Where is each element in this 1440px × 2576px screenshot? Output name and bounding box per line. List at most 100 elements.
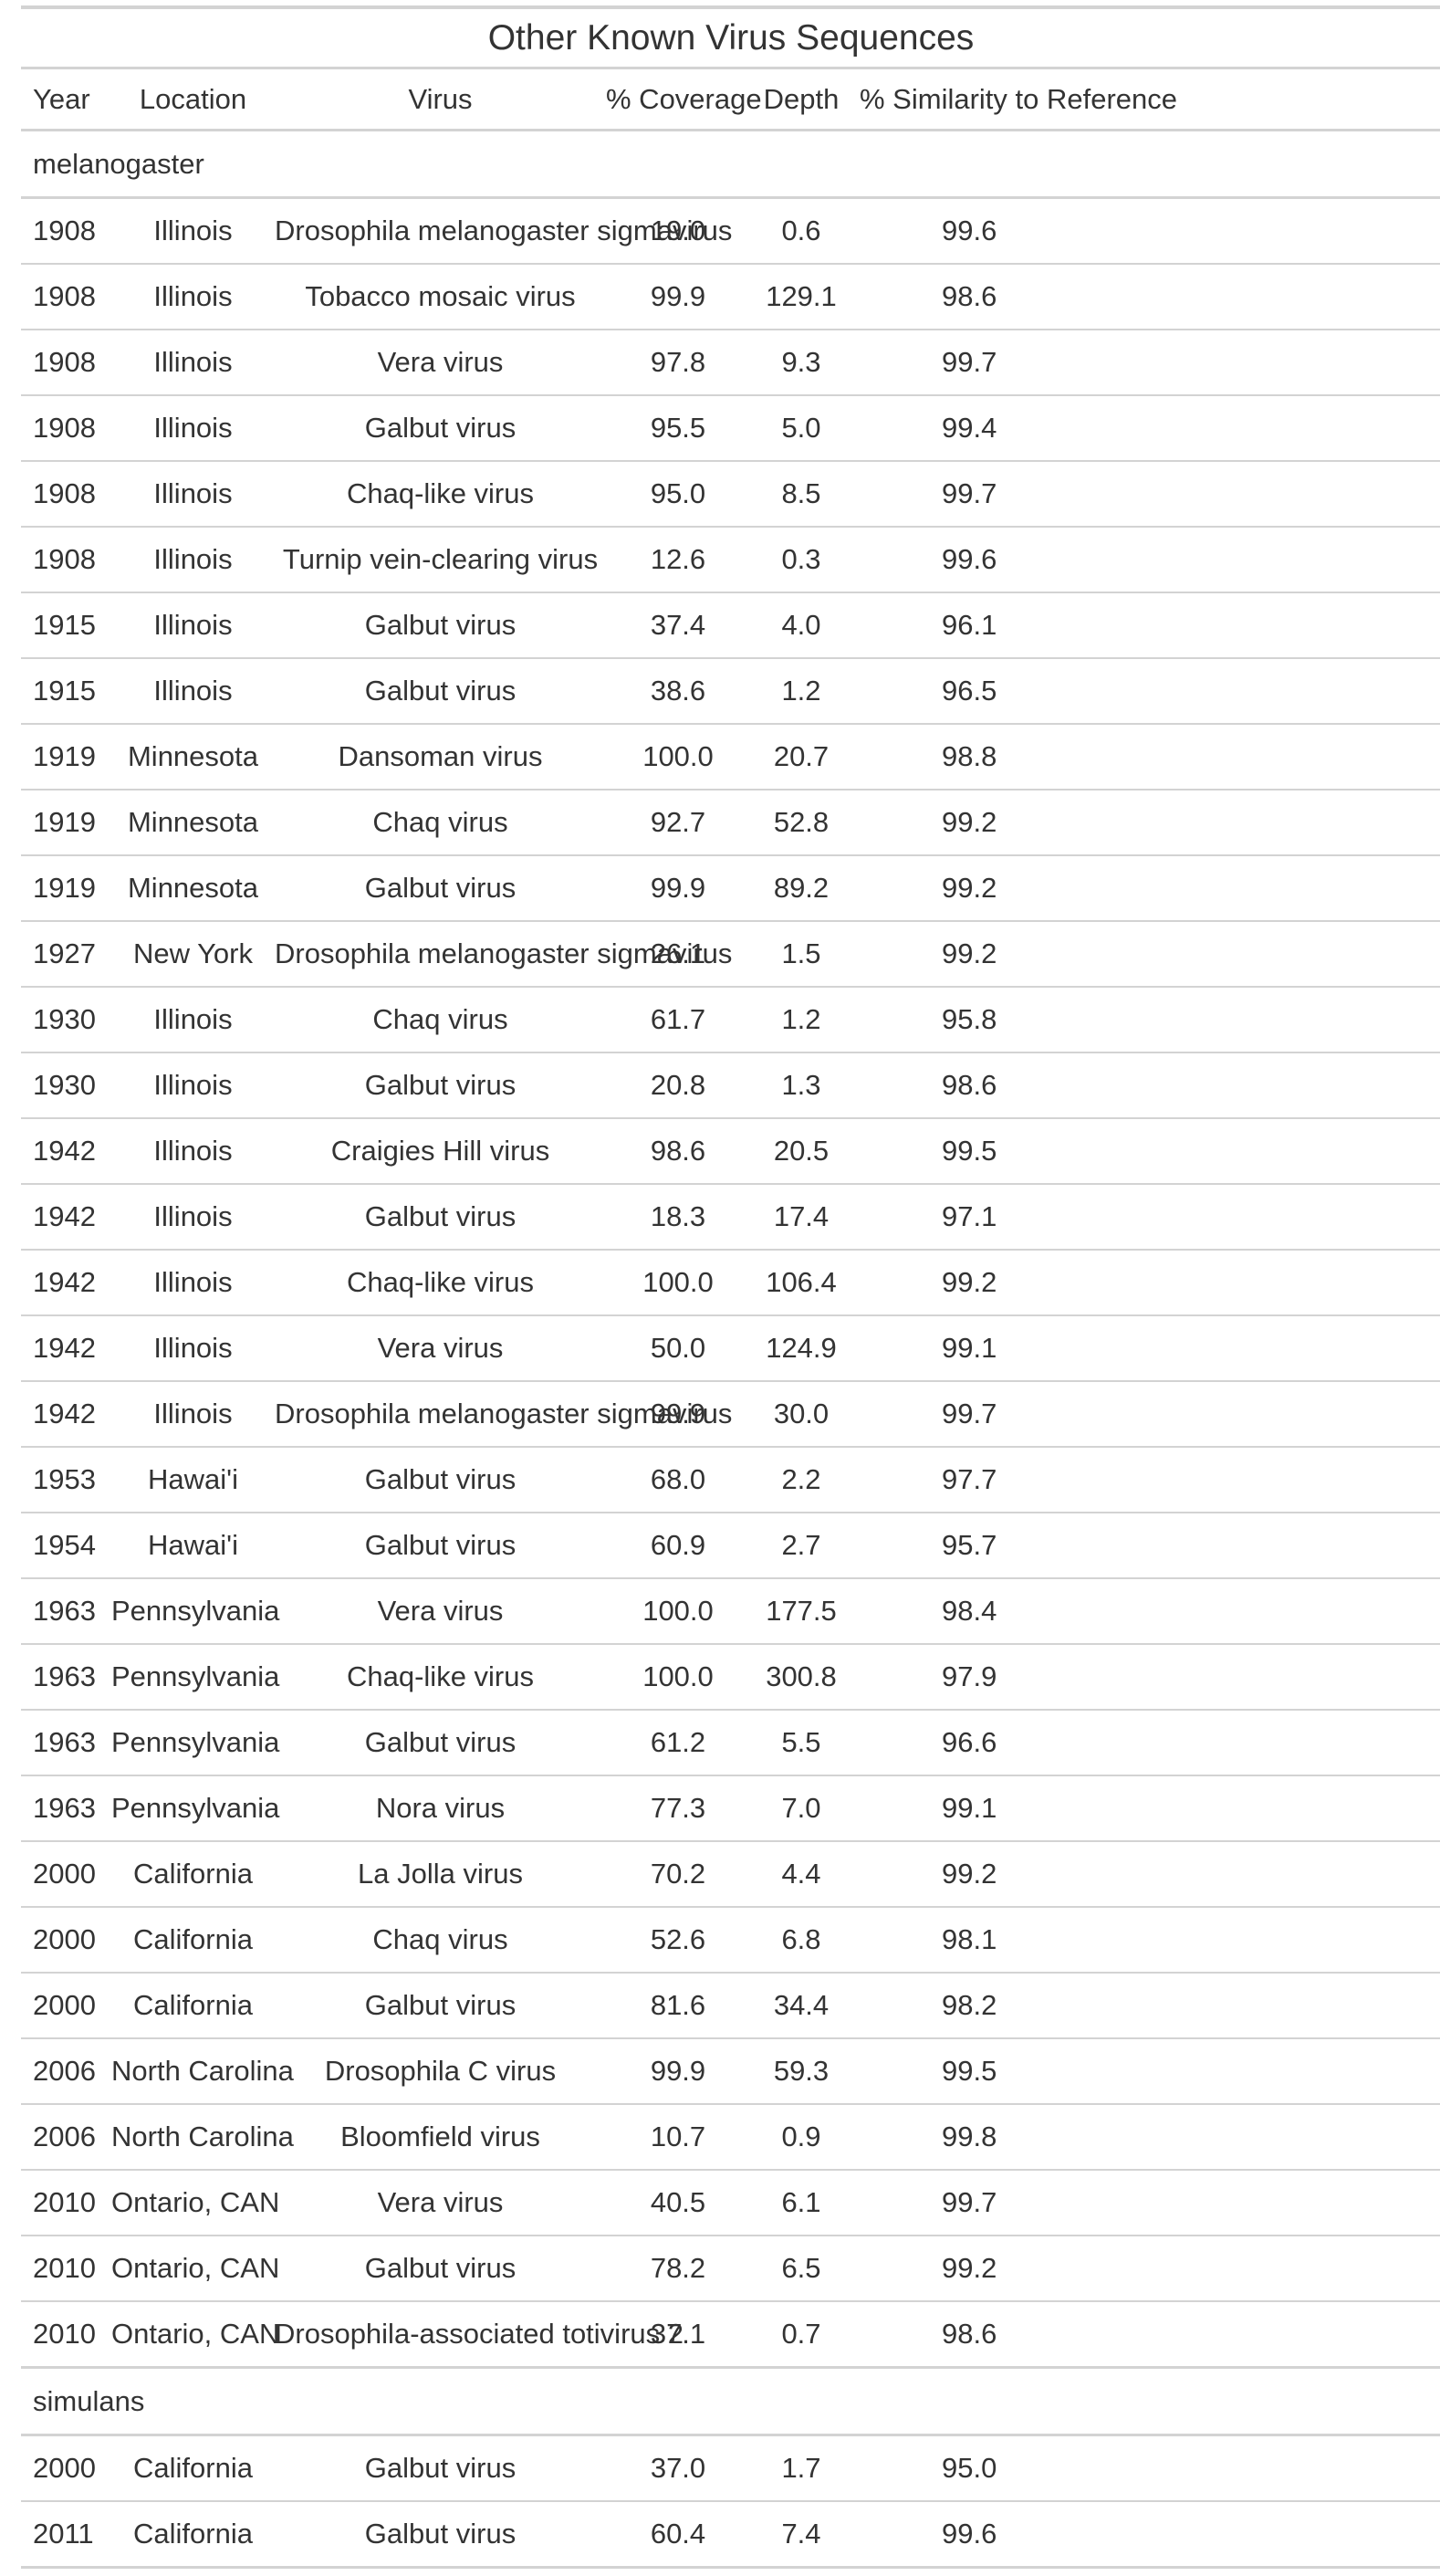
virus-cell: Drosophila-associated totivirus 2 <box>275 2301 683 2369</box>
table-row: 2000 California Chaq virus 52.6 6.8 98.1 <box>21 1907 1440 1974</box>
virus-cell: Dansoman virus <box>275 724 606 791</box>
table-row: 1927 New York Drosophila melanogaster sigm… <box>21 921 1440 988</box>
table-row: 1963 Pennsylvania Vera virus 100.0 177.5 98.4 <box>21 1578 1440 1645</box>
depth-cell: 89.2 <box>750 855 852 922</box>
year-cell: 1927 <box>21 921 111 988</box>
depth-cell: 129.1 <box>750 264 852 330</box>
coverage-cell: 60.9 <box>606 1513 750 1579</box>
year-cell: 1915 <box>21 658 111 725</box>
location-cell: Illinois <box>111 987 275 1053</box>
year-cell: 1930 <box>21 1052 111 1119</box>
virus-cell: Galbut virus <box>275 395 606 462</box>
location-cell: California <box>111 1841 275 1908</box>
coverage-cell: 98.6 <box>606 1118 750 1185</box>
year-cell: 1942 <box>21 1184 111 1251</box>
coverage-cell: 78.2 <box>606 2236 750 2302</box>
depth-cell: 6.5 <box>750 2236 852 2302</box>
year-cell: 1908 <box>21 264 111 330</box>
similarity-cell: 99.7 <box>852 1381 1440 1448</box>
similarity-cell: 99.2 <box>852 1250 1440 1316</box>
virus-cell: Galbut virus <box>275 1973 606 2039</box>
depth-cell: 0.7 <box>750 2301 852 2369</box>
virus-cell: Galbut virus <box>275 2501 606 2569</box>
depth-cell: 20.5 <box>750 1118 852 1185</box>
coverage-cell: 100.0 <box>606 1578 750 1645</box>
depth-cell: 4.0 <box>750 592 852 659</box>
table-row: 1908 Illinois Vera virus 97.8 9.3 99.7 <box>21 330 1440 396</box>
location-cell: Illinois <box>111 1315 275 1382</box>
similarity-cell: 99.7 <box>852 330 1440 396</box>
location-cell: Ontario, CAN <box>111 2170 279 2236</box>
column-header-depth: Depth <box>750 69 852 131</box>
virus-cell: Chaq-like virus <box>275 1250 606 1316</box>
coverage-cell: 68.0 <box>606 1447 750 1513</box>
depth-cell: 4.4 <box>750 1841 852 1908</box>
depth-cell: 1.7 <box>750 2435 852 2502</box>
group-row-simulans: simulans <box>21 2367 1440 2436</box>
similarity-cell: 99.4 <box>852 395 1440 462</box>
coverage-cell: 95.0 <box>606 461 750 528</box>
depth-cell: 6.1 <box>750 2170 852 2236</box>
location-cell: Pennsylvania <box>111 1644 279 1711</box>
virus-cell: La Jolla virus <box>275 1841 606 1908</box>
coverage-cell: 100.0 <box>606 724 750 791</box>
year-cell: 1908 <box>21 527 111 593</box>
coverage-cell: 19.0 <box>606 197 750 265</box>
virus-cell: Chaq virus <box>275 790 606 856</box>
similarity-cell: 99.5 <box>852 2038 1440 2105</box>
group-row-melanogaster: melanogaster <box>21 130 1440 199</box>
similarity-cell: 98.6 <box>852 264 1440 330</box>
year-cell: 1915 <box>21 592 111 659</box>
virus-cell: Vera virus <box>275 2170 606 2236</box>
coverage-cell: 77.3 <box>606 1775 750 1842</box>
virus-cell: Craigies Hill virus <box>275 1118 606 1185</box>
coverage-cell: 12.6 <box>606 527 750 593</box>
group-label: melanogaster <box>21 130 1440 199</box>
location-cell: North Carolina <box>111 2104 294 2171</box>
location-cell: Illinois <box>111 1381 275 1448</box>
similarity-cell: 98.4 <box>852 1578 1440 1645</box>
depth-cell: 59.3 <box>750 2038 852 2105</box>
depth-cell: 30.0 <box>750 1381 852 1448</box>
coverage-cell: 99.9 <box>606 2038 750 2105</box>
depth-cell: 17.4 <box>750 1184 852 1251</box>
year-cell: 1908 <box>21 461 111 528</box>
table-row: 1908 Illinois Tobacco mosaic virus 99.9 129.… <box>21 264 1440 330</box>
column-header-similarity: % Similarity to Reference <box>852 69 1440 131</box>
column-header-virus: Virus <box>275 69 606 131</box>
depth-cell: 34.4 <box>750 1973 852 2039</box>
depth-cell: 8.5 <box>750 461 852 528</box>
depth-cell: 5.0 <box>750 395 852 462</box>
table-row: 1908 Illinois Turnip vein-clearing virus 12… <box>21 527 1440 593</box>
location-cell: Illinois <box>111 1052 275 1119</box>
depth-cell: 1.2 <box>750 987 852 1053</box>
virus-cell: Nora virus <box>275 1775 606 1842</box>
virus-cell: Galbut virus <box>275 2435 606 2502</box>
table-row: 1942 Illinois Galbut virus 18.3 17.4 97.1 <box>21 1184 1440 1251</box>
depth-cell: 124.9 <box>750 1315 852 1382</box>
coverage-cell: 97.8 <box>606 330 750 396</box>
header-row: Year Location Virus % Coverage Depth % S… <box>21 69 1440 131</box>
similarity-cell: 99.2 <box>852 790 1440 856</box>
table-row: 1942 Illinois Vera virus 50.0 124.9 99.1 <box>21 1315 1440 1382</box>
year-cell: 1919 <box>21 724 111 791</box>
table-row: 2000 California Galbut virus 81.6 34.4 98.2 <box>21 1973 1440 2039</box>
virus-cell: Drosophila melanogaster sigmavirus <box>275 921 732 988</box>
location-cell: Illinois <box>111 658 275 725</box>
year-cell: 2011 <box>21 2501 111 2569</box>
similarity-cell: 99.2 <box>852 921 1440 988</box>
location-cell: Ontario, CAN <box>111 2236 279 2302</box>
similarity-cell: 95.7 <box>852 1513 1440 1579</box>
location-cell: Minnesota <box>111 790 275 856</box>
virus-cell: Drosophila C virus <box>275 2038 606 2105</box>
year-cell: 2006 <box>21 2104 111 2171</box>
similarity-cell: 99.2 <box>852 855 1440 922</box>
location-cell: Hawai'i <box>111 1513 275 1579</box>
table-row: 1930 Illinois Galbut virus 20.8 1.3 98.6 <box>21 1052 1440 1119</box>
similarity-cell: 99.6 <box>852 2501 1440 2569</box>
coverage-cell: 81.6 <box>606 1973 750 2039</box>
coverage-cell: 52.6 <box>606 1907 750 1974</box>
virus-cell: Galbut virus <box>275 1447 606 1513</box>
year-cell: 1942 <box>21 1118 111 1185</box>
coverage-cell: 18.3 <box>606 1184 750 1251</box>
